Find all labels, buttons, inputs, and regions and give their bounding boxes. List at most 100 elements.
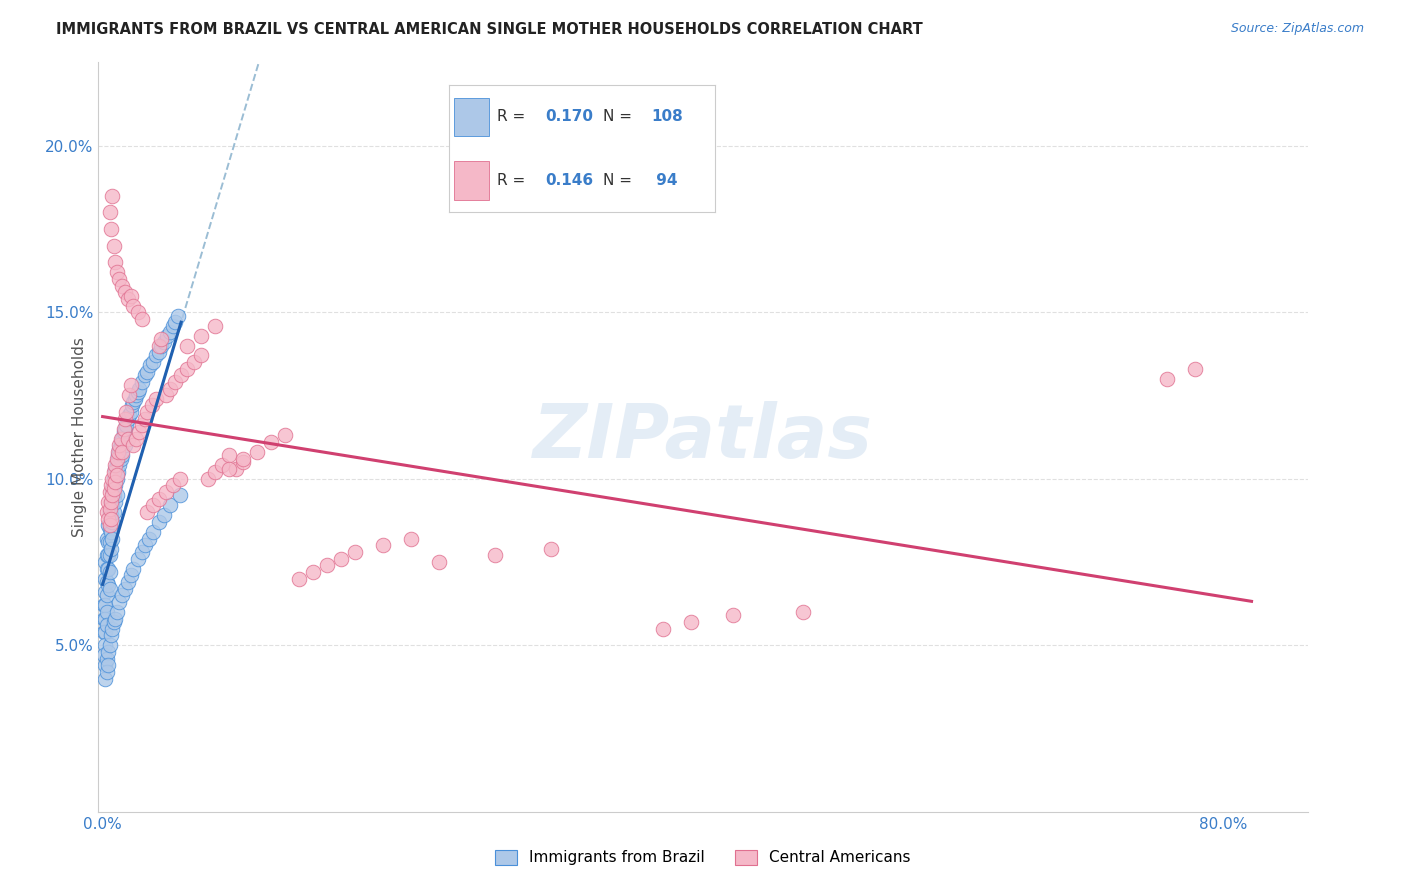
Point — [114, 422, 136, 436]
Point — [108, 458, 131, 473]
Point — [98, 485, 121, 500]
Point — [134, 538, 156, 552]
Point — [103, 488, 125, 502]
Point — [148, 345, 170, 359]
Point — [131, 545, 153, 559]
Point — [96, 561, 118, 575]
Point — [96, 588, 118, 602]
Point — [139, 359, 162, 373]
Text: Source: ZipAtlas.com: Source: ZipAtlas.com — [1230, 22, 1364, 36]
Point — [97, 645, 120, 659]
Point — [96, 605, 118, 619]
Point — [103, 505, 125, 519]
Point — [94, 599, 117, 613]
Point — [97, 495, 120, 509]
Point — [125, 432, 148, 446]
Point — [96, 505, 118, 519]
Point — [142, 524, 165, 539]
Point — [110, 435, 132, 450]
Point — [167, 309, 190, 323]
Point — [105, 472, 128, 486]
Point — [260, 435, 283, 450]
Point — [101, 532, 124, 546]
Point — [104, 478, 127, 492]
Point — [101, 488, 124, 502]
Point — [1156, 372, 1178, 386]
Point — [121, 399, 143, 413]
Point — [114, 582, 136, 596]
Point — [98, 549, 121, 563]
Point — [127, 305, 149, 319]
Point — [105, 455, 128, 469]
Point — [145, 392, 167, 406]
Point — [94, 585, 117, 599]
Point — [97, 578, 120, 592]
Point — [170, 368, 193, 383]
Point — [97, 511, 120, 525]
Point — [162, 318, 184, 333]
Point — [153, 508, 176, 523]
Point — [98, 638, 121, 652]
Point — [162, 478, 184, 492]
Point — [104, 611, 127, 625]
Point — [288, 572, 311, 586]
Point — [652, 622, 675, 636]
Point — [97, 549, 120, 563]
Point — [148, 338, 170, 352]
Point — [98, 505, 121, 519]
Point — [124, 392, 146, 406]
Point — [98, 205, 121, 219]
Point — [93, 648, 115, 663]
Point — [108, 595, 131, 609]
Point — [100, 495, 122, 509]
Point — [128, 425, 150, 439]
Text: ZIPatlas: ZIPatlas — [533, 401, 873, 474]
Point — [107, 445, 129, 459]
Point — [103, 238, 125, 252]
Point — [100, 478, 122, 492]
Point — [94, 624, 117, 639]
Point — [103, 465, 125, 479]
Y-axis label: Single Mother Households: Single Mother Households — [72, 337, 87, 537]
Point — [111, 432, 134, 446]
Point — [104, 458, 127, 473]
Point — [98, 565, 121, 579]
Point — [125, 388, 148, 402]
Point — [101, 188, 124, 202]
Point — [98, 518, 121, 533]
Point — [111, 588, 134, 602]
Point — [484, 549, 506, 563]
Point — [110, 451, 132, 466]
Point — [122, 299, 145, 313]
Point — [165, 375, 187, 389]
Point — [100, 524, 122, 539]
Point — [159, 382, 181, 396]
Point — [107, 449, 129, 463]
Point — [155, 485, 177, 500]
Point — [100, 541, 122, 556]
Point — [117, 432, 139, 446]
Point — [120, 568, 142, 582]
Point — [681, 615, 703, 629]
Point — [101, 622, 124, 636]
Point — [138, 532, 160, 546]
Point — [114, 438, 136, 452]
Point — [105, 451, 128, 466]
Point — [156, 328, 179, 343]
Point — [96, 665, 118, 679]
Point — [183, 355, 205, 369]
Point — [150, 332, 173, 346]
Point — [159, 325, 181, 339]
Point — [114, 411, 136, 425]
Point — [93, 624, 115, 639]
Point — [110, 432, 132, 446]
Point — [103, 482, 125, 496]
Point — [111, 449, 134, 463]
Point — [101, 482, 124, 496]
Point — [118, 409, 141, 423]
Point — [104, 461, 127, 475]
Point — [427, 555, 450, 569]
Point — [98, 582, 121, 596]
Point — [190, 328, 212, 343]
Point — [104, 475, 127, 489]
